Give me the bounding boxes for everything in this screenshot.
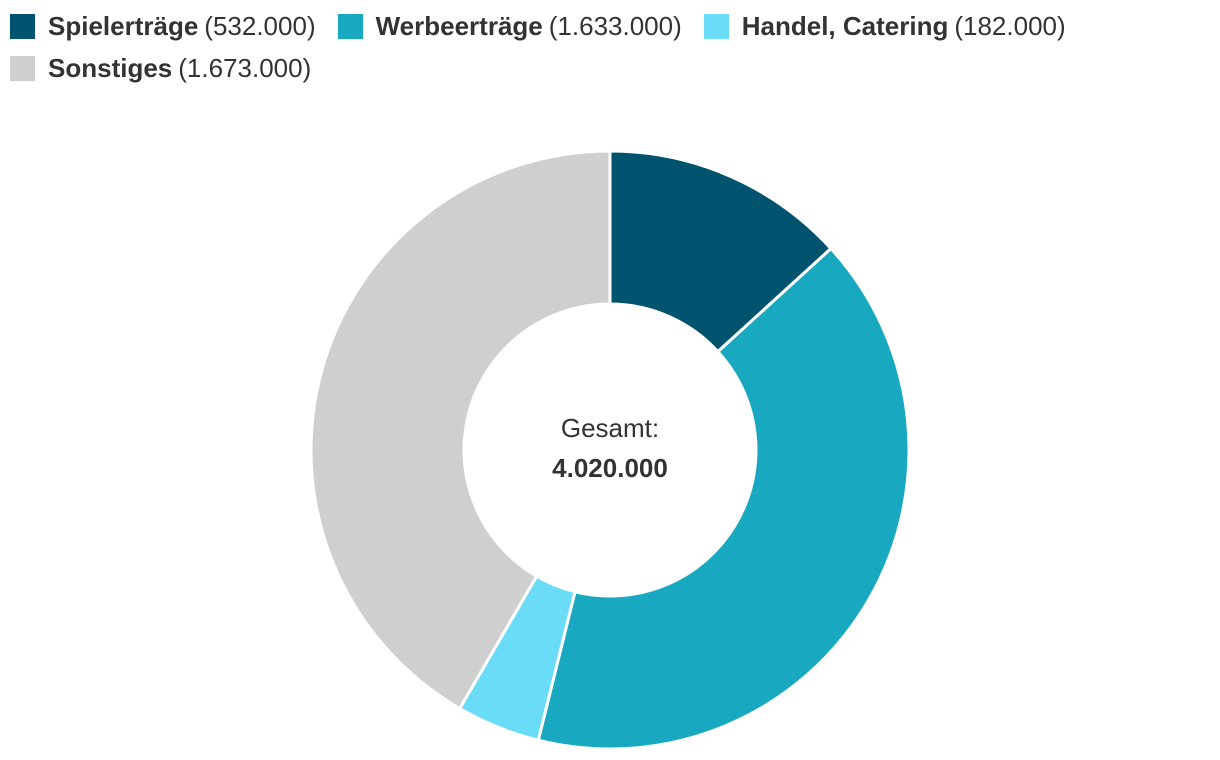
center-total-value: 4.020.000 xyxy=(552,453,668,483)
center-label: Gesamt: 4.020.000 xyxy=(460,408,760,488)
legend-label-werbeertraege: Werbeerträge xyxy=(375,11,543,41)
center-total-title: Gesamt: xyxy=(560,413,660,443)
slice-werbeertraege[interactable] xyxy=(536,247,911,751)
legend-value-werbeertraege: (1.633.000) xyxy=(548,11,682,41)
legend-swatch-handel-catering xyxy=(703,13,729,39)
legend-swatch-werbeertraege xyxy=(337,13,363,39)
legend-item-handel-catering[interactable]: Handel, Catering (182.000) xyxy=(703,8,1066,44)
legend-label-handel-catering: Handel, Catering xyxy=(741,11,949,41)
slice-spielertraege[interactable] xyxy=(608,149,833,354)
legend-value-handel-catering: (182.000) xyxy=(954,11,1066,41)
legend-swatch-sonstiges xyxy=(10,55,35,81)
legend-value-spielertraege: (532.000) xyxy=(204,11,316,41)
legend-value-sonstiges: (1.673.000) xyxy=(178,53,312,83)
slice-sonstiges[interactable] xyxy=(309,149,612,710)
legend-label-sonstiges: Sonstiges xyxy=(48,53,173,83)
legend-item-sonstiges[interactable]: Sonstiges (1.673.000) xyxy=(10,50,311,86)
legend: Spielerträge (532.000) Werbeerträge (1.6… xyxy=(10,8,1190,86)
legend-item-spielertraege[interactable]: Spielerträge (532.000) xyxy=(10,8,316,44)
donut-slices xyxy=(309,149,911,751)
legend-item-werbeertraege[interactable]: Werbeerträge (1.633.000) xyxy=(337,8,682,44)
legend-label-spielertraege: Spielerträge xyxy=(48,11,199,41)
legend-swatch-spielertraege xyxy=(10,13,35,39)
